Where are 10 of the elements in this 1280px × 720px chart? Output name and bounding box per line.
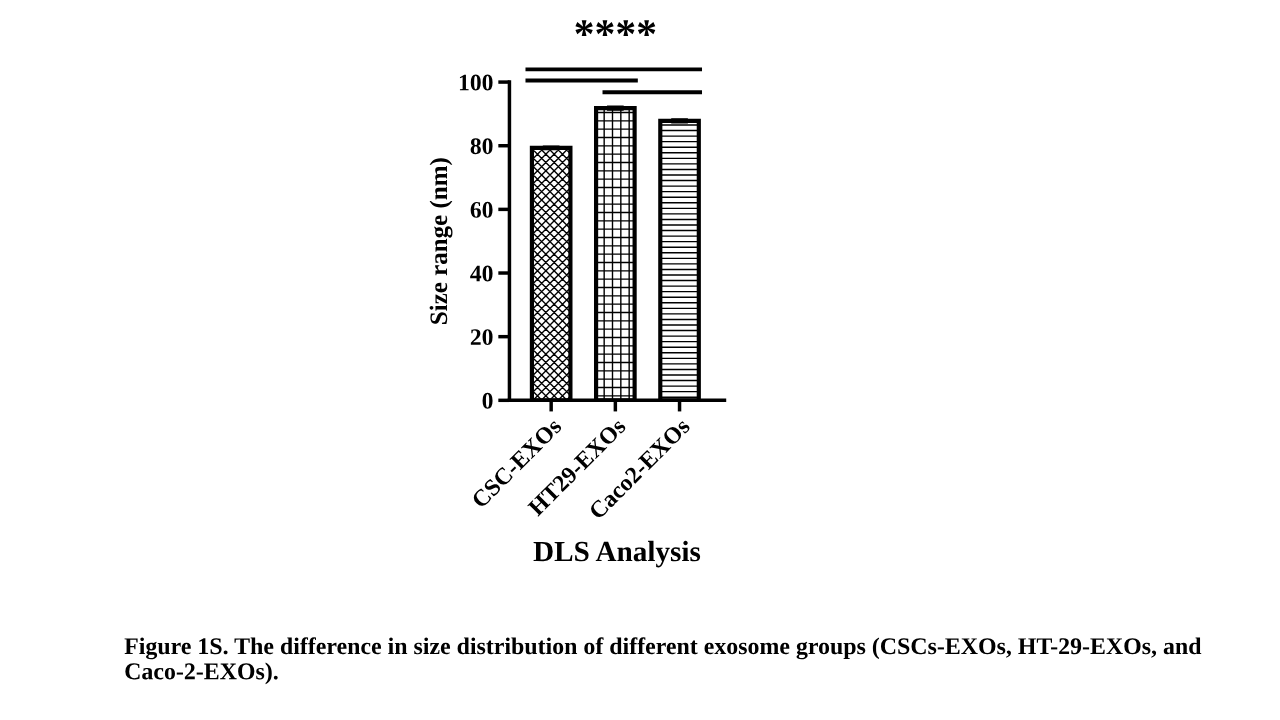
- y-tick-label: 20: [470, 329, 493, 346]
- y-tick-label: 40: [470, 265, 493, 282]
- text: ****: [575, 20, 656, 36]
- y-tick-label: 0: [482, 392, 493, 409]
- caption: Figure 1S. The difference in size distribution of different exosome groups (CSCs-EXOs, HT-29-EXOs, and Caco-2-EXOs).: [124, 637, 1202, 685]
- y-tick-label: 60: [470, 201, 493, 218]
- x-axis-title: DLS Analysis: [533, 540, 701, 568]
- y-axis-title: Size range (nm): [429, 158, 453, 324]
- y-tick-label: 80: [470, 138, 493, 155]
- y-tick-label: 100: [459, 74, 493, 91]
